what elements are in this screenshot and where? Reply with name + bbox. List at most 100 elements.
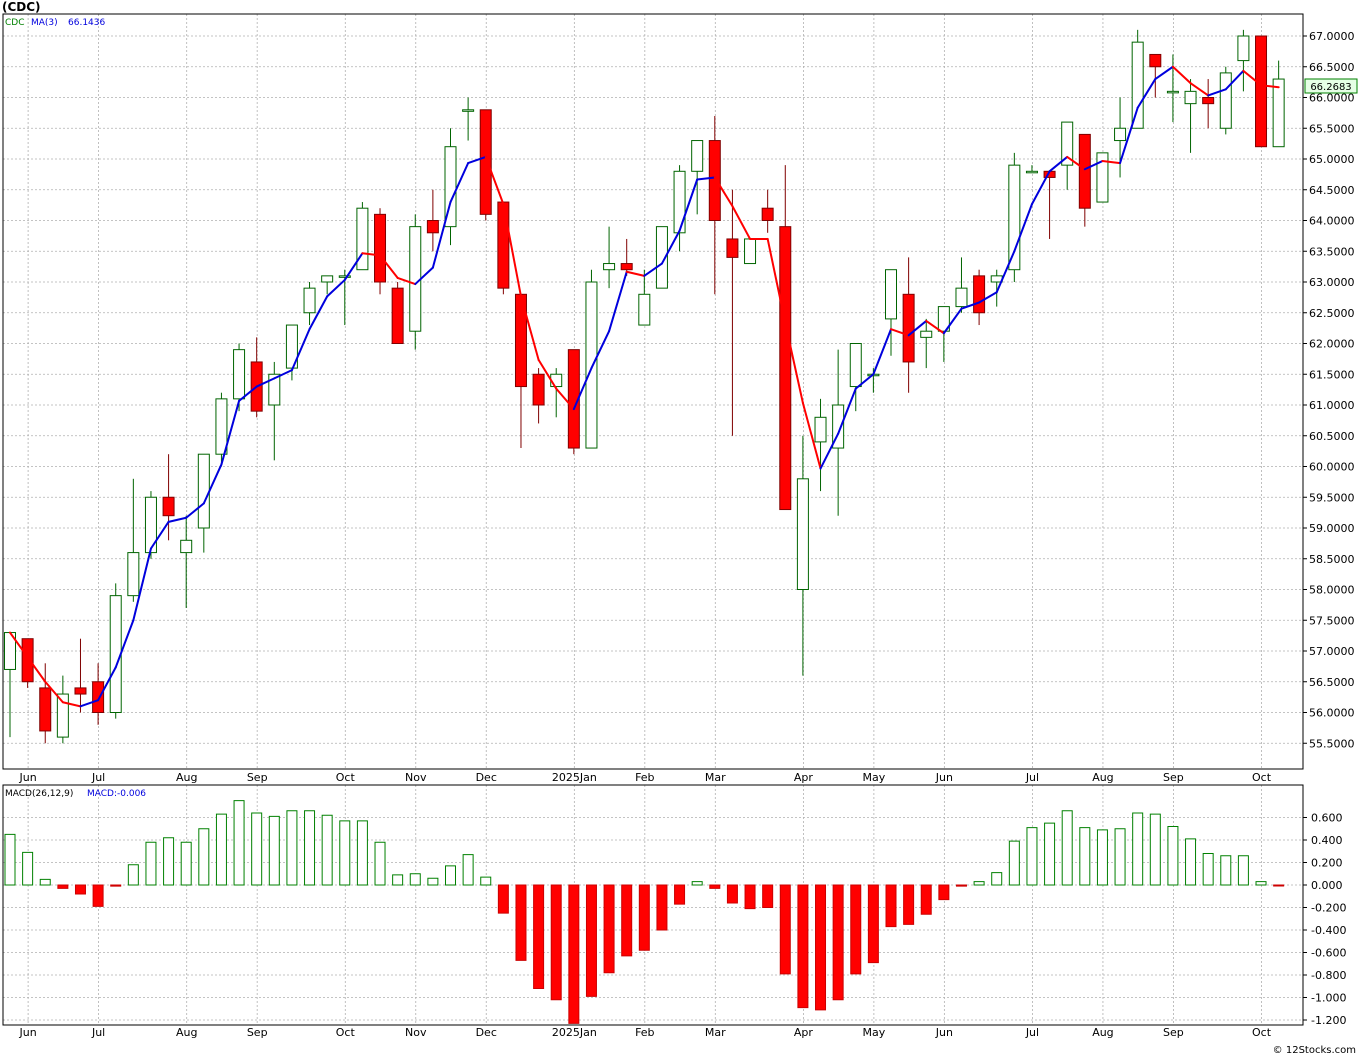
macd-bar (1149, 813, 1161, 886)
candle-body (744, 238, 757, 265)
candle-body (849, 343, 862, 388)
ma-segment (167, 516, 188, 523)
macd-bar (726, 884, 738, 904)
price-tick-label: 66.0000 (1309, 92, 1355, 105)
macd-bar (867, 884, 879, 964)
macd-bar (744, 884, 756, 910)
macd-bar (1255, 881, 1267, 886)
price-tick-label: 58.0000 (1309, 584, 1355, 597)
candle-body (655, 226, 668, 289)
candle (620, 238, 633, 276)
candle-body (21, 638, 34, 683)
candle-body (497, 201, 510, 289)
candle (1202, 79, 1215, 129)
ma-segment (44, 680, 64, 704)
candle-body (796, 478, 809, 590)
macd-bar (163, 837, 175, 886)
price-month-label: May (863, 771, 886, 784)
candle-body (779, 226, 792, 511)
candle (127, 478, 140, 602)
ma-segment (308, 295, 329, 331)
ma-segment (1030, 170, 1051, 206)
ma-segment (326, 278, 346, 298)
ma-segment (61, 701, 82, 708)
price-month-label: Jul (91, 771, 105, 784)
candle-body (1008, 164, 1021, 271)
ma-segment (1260, 84, 1280, 89)
candle-body (902, 293, 915, 363)
candle (321, 275, 334, 295)
ma-segment (1171, 65, 1192, 85)
candle-body (479, 109, 492, 215)
macd-tick-label: 0.600 (1311, 812, 1343, 825)
ma-segment (449, 162, 470, 204)
macd-month-label: Sep (1163, 1026, 1184, 1039)
candle (761, 189, 774, 233)
candle (479, 109, 492, 221)
macd-bar (4, 833, 16, 886)
price-month-label: Dec (476, 771, 497, 784)
price-tick-label: 65.5000 (1309, 122, 1355, 135)
price-tick-label: 67.0000 (1309, 30, 1355, 43)
candle-body (973, 275, 986, 314)
price-month-label: Oct (1252, 771, 1272, 784)
macd-bar (22, 851, 34, 886)
candle-body (409, 226, 422, 332)
macd-bar (1061, 810, 1073, 886)
macd-bar (920, 884, 932, 915)
ma-segment (290, 328, 311, 372)
macd-bar (180, 841, 192, 886)
macd-bar (850, 884, 862, 975)
ma-segment (678, 178, 699, 232)
price-tick-label: 64.5000 (1309, 184, 1355, 197)
candle (744, 238, 757, 265)
macd-bar (832, 884, 844, 1001)
macd-bar (304, 810, 316, 886)
candle (973, 269, 986, 326)
macd-tick-label: -0.200 (1311, 902, 1346, 915)
candle-body (761, 207, 774, 221)
macd-grid (3, 785, 1303, 1025)
ma-segment (220, 399, 241, 466)
candle (655, 226, 668, 289)
macd-bar (815, 884, 827, 1011)
macd-bar (1114, 828, 1126, 886)
macd-month-label: Jul (1025, 1026, 1039, 1039)
macd-bar (1026, 827, 1038, 886)
candle (796, 435, 809, 676)
price-grid (3, 14, 1303, 769)
legend-ma-label: MA(3) (31, 18, 58, 28)
ma-segment (537, 358, 558, 390)
ma-segment (379, 254, 399, 279)
candle-body (215, 398, 228, 455)
price-month-label: Oct (336, 771, 356, 784)
last-price-label: 66.2683 (1310, 82, 1351, 93)
ma-segment (132, 547, 152, 622)
macd-month-label: Nov (405, 1026, 427, 1039)
ma-segment (625, 270, 646, 277)
macd-bar (674, 884, 686, 905)
candle (1008, 152, 1021, 282)
candle-body (197, 453, 210, 529)
macd-bar (603, 884, 615, 974)
ma-segment (273, 369, 293, 380)
macd-bar (198, 828, 210, 886)
macd-bar (991, 872, 1003, 886)
macd-bar (955, 884, 967, 887)
macd-bar (938, 884, 950, 901)
price-tick-label: 56.5000 (1309, 676, 1355, 689)
macd-tick-label: -0.800 (1311, 969, 1346, 982)
price-panel-frame (2, 13, 1304, 770)
candle-body (1184, 90, 1197, 105)
macd-bar (1185, 838, 1197, 886)
price-tick-label: 62.0000 (1309, 338, 1355, 351)
macd-bar (39, 878, 51, 886)
candle-body (321, 275, 334, 283)
ma-segment (572, 367, 593, 411)
ma-segment (1119, 106, 1139, 165)
macd-bar (779, 884, 791, 975)
candle-body (233, 349, 246, 400)
candle-body (585, 281, 598, 449)
candle (779, 165, 792, 511)
ma-segment (1207, 88, 1227, 97)
